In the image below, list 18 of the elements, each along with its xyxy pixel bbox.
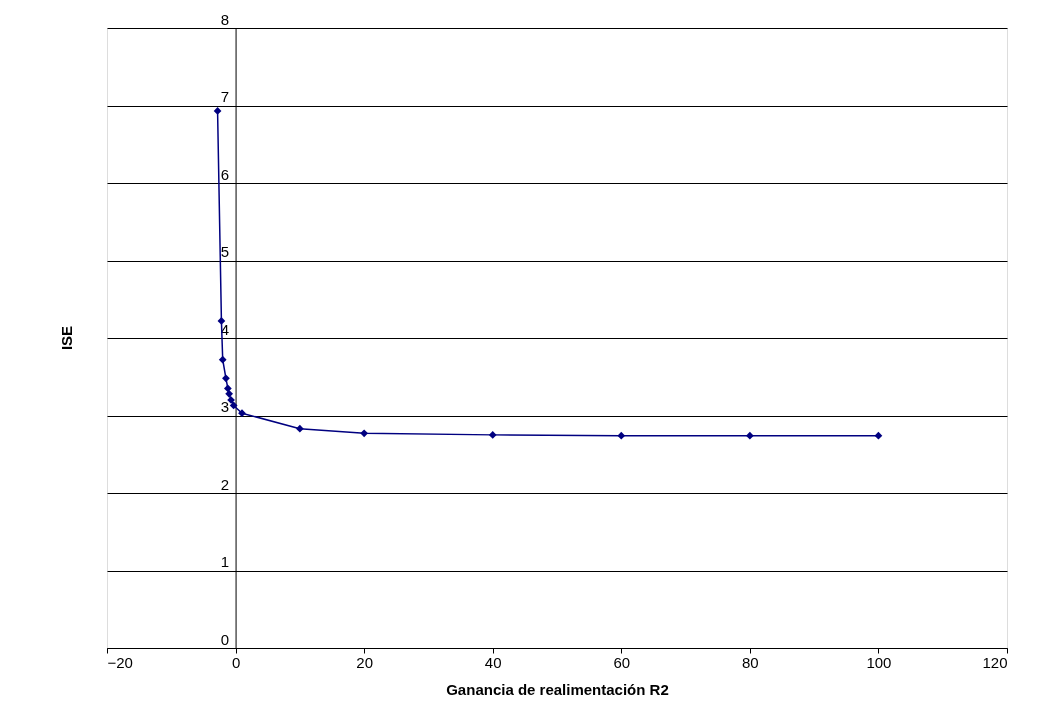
y-tick-label: 7 xyxy=(220,88,230,105)
x-tick-label: 120 xyxy=(982,653,1008,671)
y-tick-label: 6 xyxy=(220,165,230,183)
x-tick-label: 60 xyxy=(613,653,631,671)
x-tick-label: 40 xyxy=(484,653,502,671)
y-axis-title: ISE xyxy=(58,325,75,351)
y-tick-label: 0 xyxy=(220,630,230,648)
x-tick-label: 80 xyxy=(742,653,759,671)
y-tick-label: 3 xyxy=(220,398,230,415)
x-tick-label: 0 xyxy=(231,653,241,671)
y-tick-label: 8 xyxy=(220,10,230,28)
x-tick-label: 20 xyxy=(356,653,373,671)
y-tick-label: 5 xyxy=(220,243,230,260)
x-axis-title: Ganancia de realimentación R2 xyxy=(446,680,669,698)
x-tick-label: 100 xyxy=(866,653,892,671)
y-tick-label: 2 xyxy=(220,475,230,493)
x-tick-label: −20 xyxy=(107,653,133,671)
y-tick-label: 1 xyxy=(220,553,230,570)
